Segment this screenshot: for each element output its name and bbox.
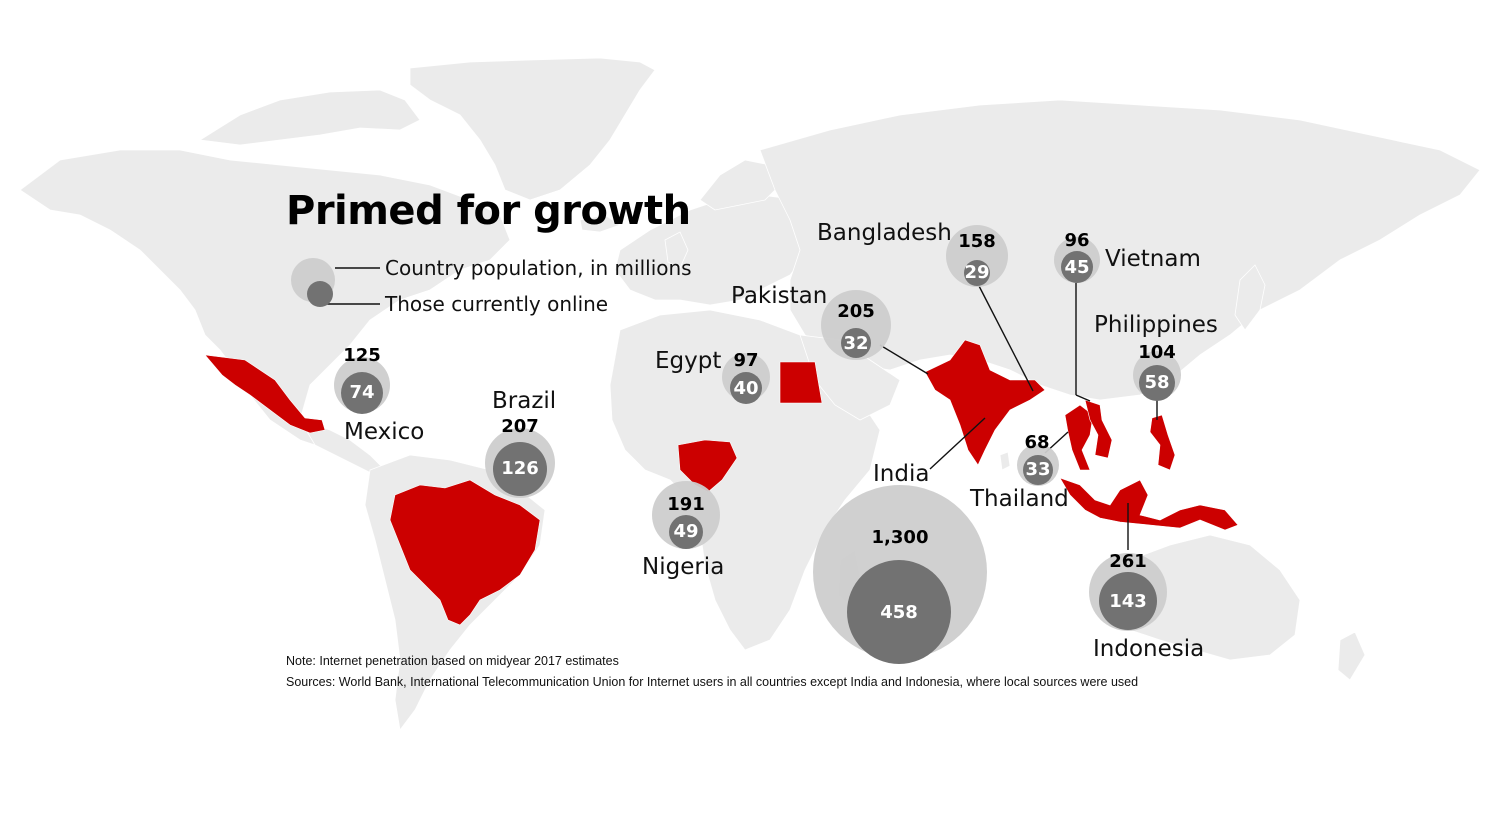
brazil-label: Brazil — [492, 388, 557, 414]
brazil-shape — [389, 479, 541, 626]
nigeria-online: 49 — [673, 521, 699, 542]
bangladesh-population: 158 — [958, 231, 996, 252]
chart-title: Primed for growth — [286, 188, 691, 234]
vietnam-online: 45 — [1064, 257, 1090, 278]
nigeria-shape — [677, 439, 738, 493]
indonesia-online: 143 — [1109, 591, 1147, 612]
thailand-label: Thailand — [970, 486, 1069, 512]
brazil-online: 126 — [501, 458, 539, 479]
bangladesh-label: Bangladesh — [817, 220, 952, 246]
mexico-label: Mexico — [344, 419, 425, 445]
vietnam-label: Vietnam — [1105, 246, 1201, 272]
indonesia-label: Indonesia — [1093, 636, 1205, 662]
philippines-shape — [1149, 414, 1176, 471]
egypt-label: Egypt — [655, 348, 722, 374]
india-population: 1,300 — [871, 527, 929, 548]
pakistan-population: 205 — [837, 301, 875, 322]
note-text: Note: Internet penetration based on midy… — [286, 654, 619, 668]
india-online: 458 — [880, 602, 918, 623]
sources-text: Sources: World Bank, International Telec… — [286, 675, 1139, 689]
philippines-online: 58 — [1144, 372, 1170, 393]
bangladesh-online: 29 — [964, 262, 990, 283]
philippines-population: 104 — [1138, 342, 1176, 363]
nigeria-population: 191 — [667, 494, 705, 515]
mexico-online: 74 — [349, 382, 375, 403]
egypt-population: 97 — [733, 350, 759, 371]
legend-population-label: Country population, in millions — [385, 256, 692, 280]
bubbles — [291, 225, 1181, 664]
thailand-online: 33 — [1025, 459, 1051, 480]
egypt-shape — [779, 361, 823, 404]
thailand-population: 68 — [1024, 432, 1050, 453]
egypt-online: 40 — [733, 378, 759, 399]
leader-lines — [320, 267, 1158, 550]
philippines-label: Philippines — [1094, 312, 1218, 338]
legend-online-label: Those currently online — [385, 292, 609, 316]
india-label: India — [873, 461, 930, 487]
vietnam-shape — [1084, 399, 1113, 459]
mexico-shape — [204, 354, 326, 434]
brazil-population: 207 — [501, 416, 539, 437]
pakistan-label: Pakistan — [731, 283, 828, 309]
nigeria-label: Nigeria — [642, 554, 725, 580]
india-shape — [924, 339, 1046, 466]
indonesia-shape — [1059, 477, 1239, 531]
thailand-shape — [1064, 404, 1094, 471]
vietnam-population: 96 — [1064, 230, 1090, 251]
highlighted-countries — [204, 339, 1239, 626]
mexico-population: 125 — [343, 345, 381, 366]
pakistan-online: 32 — [843, 333, 869, 354]
indonesia-population: 261 — [1109, 551, 1147, 572]
